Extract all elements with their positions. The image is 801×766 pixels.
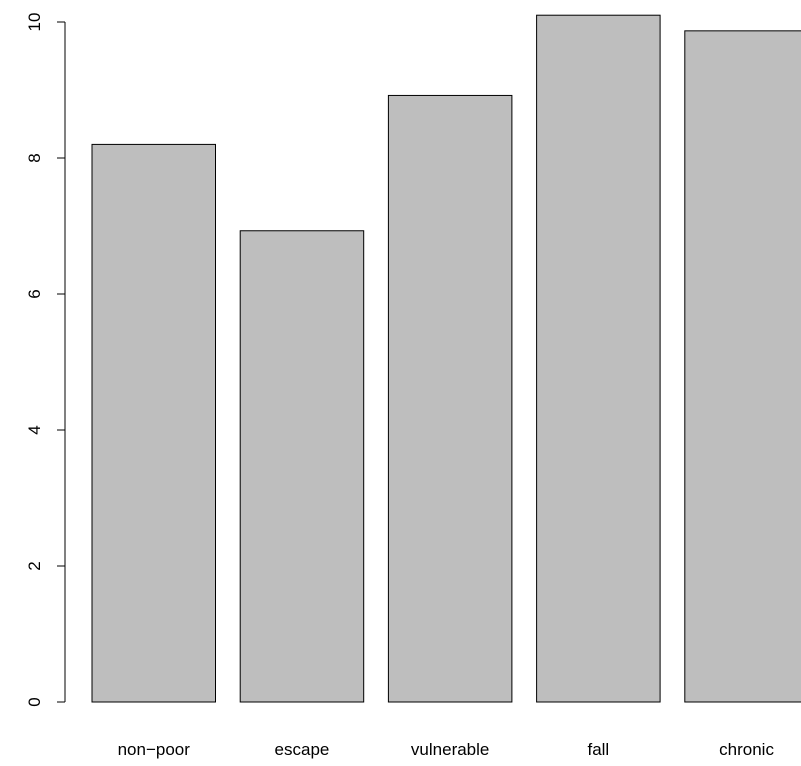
- x-category-label: non−poor: [118, 740, 191, 759]
- bar-group: [91, 14, 801, 703]
- x-axis-labels: non−poor escape vulnerable fall chronic: [118, 740, 775, 759]
- x-category-label: escape: [275, 740, 330, 759]
- y-tick-label: 0: [25, 697, 44, 706]
- x-category-label: vulnerable: [411, 740, 489, 759]
- bar: [684, 30, 801, 703]
- bar: [239, 230, 365, 703]
- y-tick-label: 8: [25, 153, 44, 162]
- y-tick-label: 10: [25, 13, 44, 32]
- y-tick-label: 6: [25, 289, 44, 298]
- bar: [536, 14, 661, 703]
- y-axis: 0 2 4 6 8 10: [25, 13, 66, 707]
- bar: [387, 94, 513, 703]
- y-tick-label: 4: [25, 425, 44, 434]
- y-tick-label: 2: [25, 561, 44, 570]
- x-category-label: fall: [587, 740, 609, 759]
- x-category-label: chronic: [719, 740, 774, 759]
- bar: [91, 143, 216, 703]
